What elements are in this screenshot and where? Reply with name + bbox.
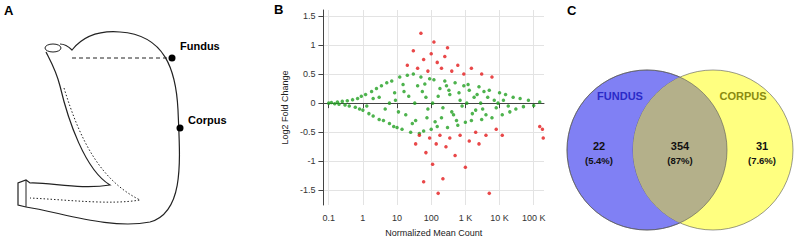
svg-text:FUNDUS: FUNDUS xyxy=(597,90,643,102)
svg-text:C: C xyxy=(567,3,577,18)
svg-text:0: 0 xyxy=(310,98,315,108)
svg-text:(7.6%): (7.6%) xyxy=(748,155,776,166)
svg-text:10 K: 10 K xyxy=(490,213,509,223)
svg-text:1 K: 1 K xyxy=(459,213,473,223)
svg-text:0.5: 0.5 xyxy=(303,69,316,79)
svg-text:10: 10 xyxy=(392,213,402,223)
svg-text:1: 1 xyxy=(360,213,365,223)
svg-text:354: 354 xyxy=(671,140,690,152)
svg-text:22: 22 xyxy=(593,140,605,152)
svg-text:1: 1 xyxy=(310,40,315,50)
svg-text:100 K: 100 K xyxy=(522,213,546,223)
svg-text:-1.5: -1.5 xyxy=(300,185,316,195)
svg-text:-0.5: -0.5 xyxy=(300,127,316,137)
svg-text:1.5: 1.5 xyxy=(303,11,316,21)
svg-text:CORPUS: CORPUS xyxy=(719,90,766,102)
svg-text:A: A xyxy=(4,3,14,18)
svg-text:Fundus: Fundus xyxy=(180,40,220,52)
svg-text:(5.4%): (5.4%) xyxy=(585,155,613,166)
svg-text:0.1: 0.1 xyxy=(322,213,335,223)
svg-text:Corpus: Corpus xyxy=(188,114,227,126)
svg-text:Log2 Fold Change: Log2 Fold Change xyxy=(280,70,290,144)
svg-text:31: 31 xyxy=(756,140,768,152)
html-text:B: B xyxy=(274,2,284,17)
svg-text:Normalized Mean Count: Normalized Mean Count xyxy=(385,228,483,238)
svg-text:100: 100 xyxy=(424,213,439,223)
svg-text:-1: -1 xyxy=(307,156,315,166)
svg-text:(87%): (87%) xyxy=(667,155,692,166)
